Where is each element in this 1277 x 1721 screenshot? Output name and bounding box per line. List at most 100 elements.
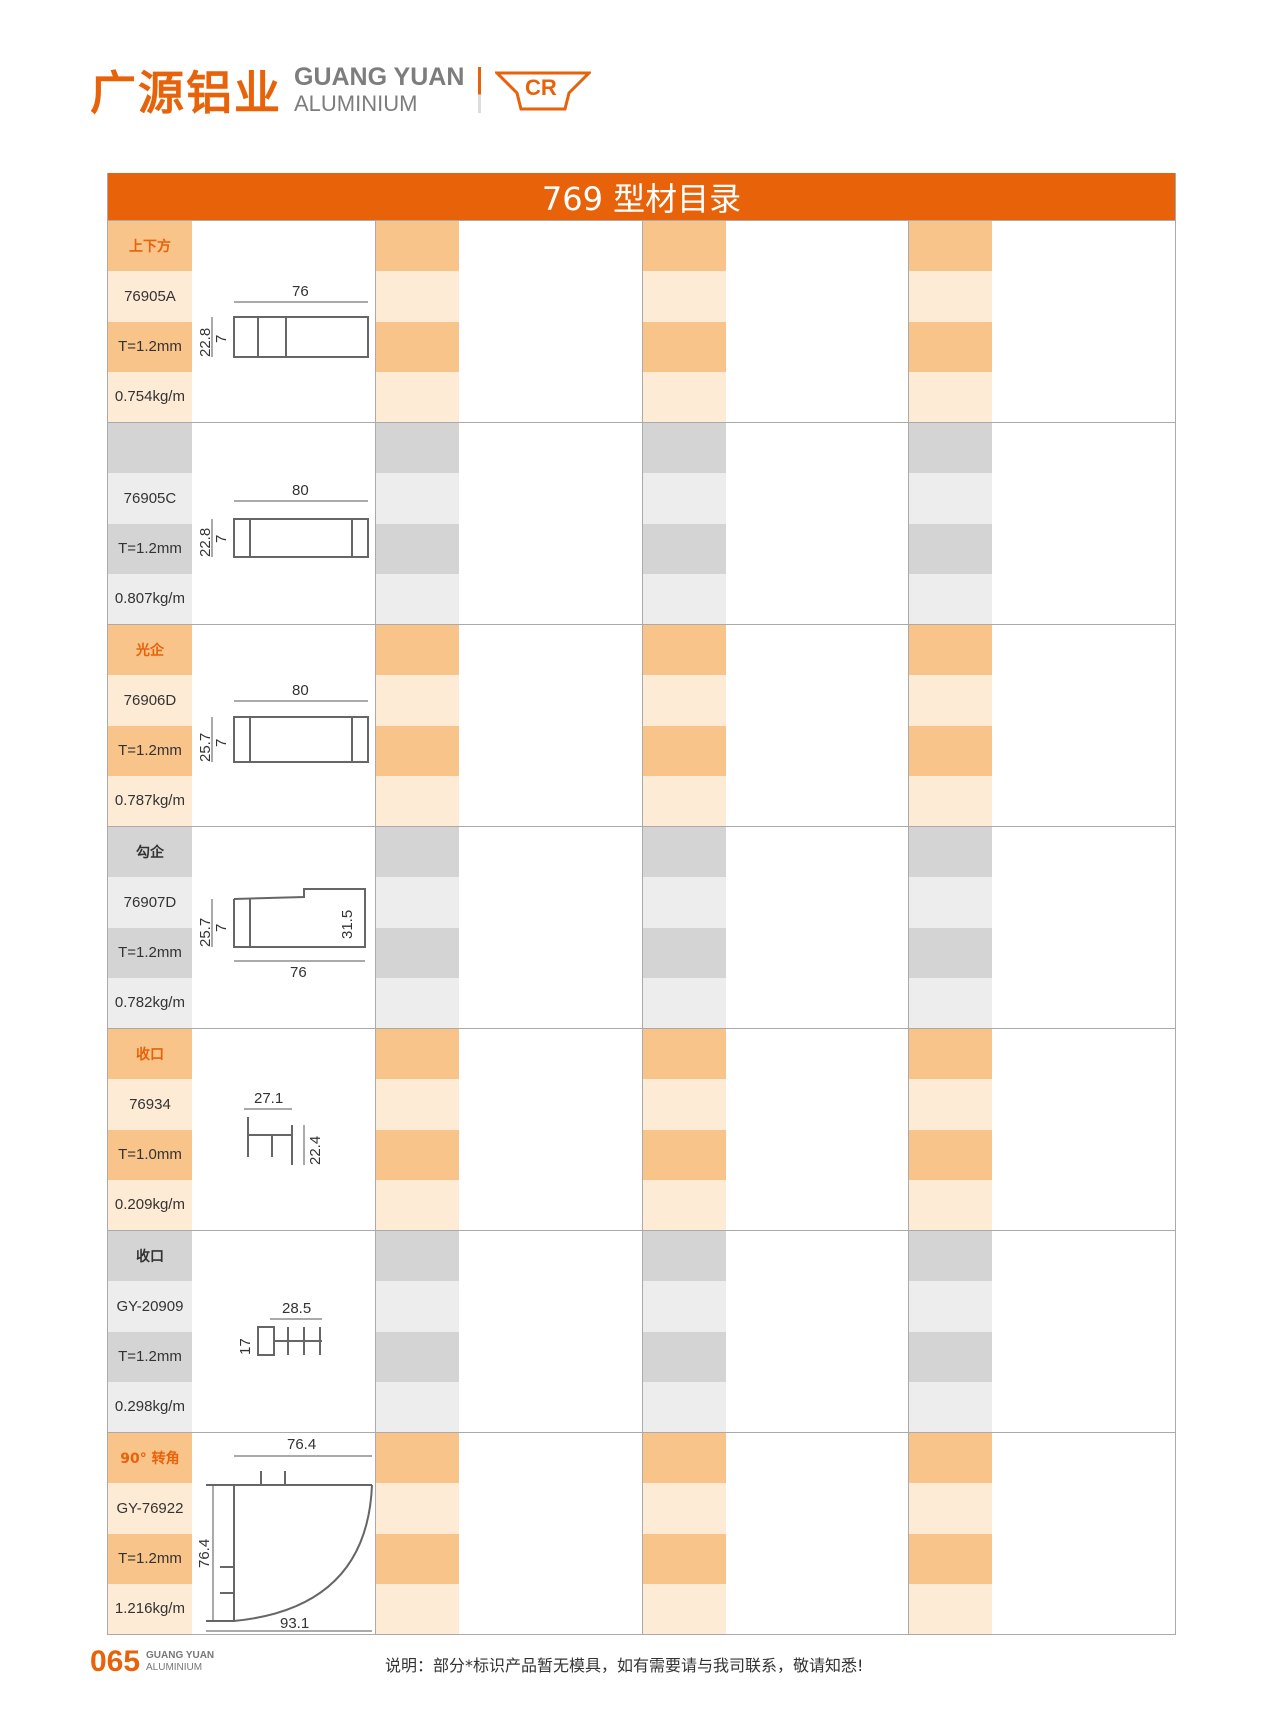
profile-info: 光企 76906D T=1.2mm 0.787kg/m xyxy=(108,625,192,826)
dim-width: 76 xyxy=(290,964,307,981)
empty-cell xyxy=(375,1433,643,1634)
dim-width: 80 xyxy=(292,482,309,499)
table-row: 光企 76906D T=1.2mm 0.787kg/m 80 25.7 7 xyxy=(108,624,1175,826)
profile-code: 76934 xyxy=(108,1079,192,1130)
profile-drawing: 76.4 76.4 93.1 xyxy=(192,1433,376,1634)
profile-name: 收口 xyxy=(108,1029,192,1080)
empty-cell xyxy=(909,1231,1175,1432)
profile-drawing: 80 22.8 7 xyxy=(192,423,376,624)
color-swatch-strip xyxy=(375,827,459,1028)
profile-name: 收口 xyxy=(108,1231,192,1282)
dim-slot: 7 xyxy=(213,924,230,932)
empty-cell xyxy=(642,1029,910,1230)
profile-thickness: T=1.2mm xyxy=(108,523,192,574)
profile-info: 76905C T=1.2mm 0.807kg/m xyxy=(108,423,192,624)
dim-slot: 7 xyxy=(213,335,230,343)
empty-cell xyxy=(909,827,1175,1028)
color-swatch-strip xyxy=(642,827,726,1028)
color-swatch-strip xyxy=(642,221,726,422)
logo-mark-text: CR xyxy=(525,75,557,100)
empty-cell xyxy=(375,221,643,422)
brand-logo: 广源铝业 GUANG YUAN ALUMINIUM CR xyxy=(90,63,592,120)
color-swatch-strip xyxy=(642,1231,726,1432)
dim-width: 76 xyxy=(292,283,309,300)
profile-section-diagram: 80 25.7 7 xyxy=(197,682,369,763)
profile-thickness: T=1.2mm xyxy=(108,1533,192,1584)
table-row: 勾企 76907D T=1.2mm 0.782kg/m 76 25.7 7 31… xyxy=(108,826,1175,1028)
color-swatch-strip xyxy=(909,221,993,422)
table-row: 76905C T=1.2mm 0.807kg/m 80 22.8 7 xyxy=(108,422,1175,624)
dim-height: 25.7 xyxy=(197,918,214,947)
color-swatch-strip xyxy=(375,423,459,624)
dim-slot: 7 xyxy=(213,739,230,747)
brand-subtitle: ALUMINIUM xyxy=(294,90,418,116)
profile-weight: 0.754kg/m xyxy=(108,371,192,422)
profile-weight: 0.787kg/m xyxy=(108,775,192,826)
profile-table: 769 型材目录 上下方 76905A T=1.2mm 0.754kg/m 76… xyxy=(107,173,1176,1635)
color-swatch-strip xyxy=(375,1433,459,1634)
table-row: 90° 转角 GY-76922 T=1.2mm 1.216kg/m 76.4 7… xyxy=(108,1432,1175,1634)
footer-brand: GUANG YUAN ALUMINIUM xyxy=(146,1650,214,1674)
color-swatch-strip xyxy=(375,221,459,422)
page-number: 065 xyxy=(90,1645,141,1678)
cr-logo-icon: CR xyxy=(495,71,592,111)
color-swatch-strip xyxy=(642,625,726,826)
color-swatch-strip xyxy=(909,1231,993,1432)
color-swatch-strip xyxy=(642,1029,726,1230)
dim-height: 17 xyxy=(237,1338,254,1355)
profile-info: 收口 76934 T=1.0mm 0.209kg/m xyxy=(108,1029,192,1230)
table-row: 收口 76934 T=1.0mm 0.209kg/m 27.1 22.4 xyxy=(108,1028,1175,1230)
color-swatch-strip xyxy=(909,423,993,624)
dim-height: 25.7 xyxy=(197,733,214,762)
empty-cell xyxy=(909,625,1175,826)
profile-drawing: 76 25.7 7 31.5 xyxy=(192,827,376,1028)
color-swatch-strip xyxy=(375,625,459,826)
profile-thickness: T=1.2mm xyxy=(108,725,192,776)
empty-cell xyxy=(909,1433,1175,1634)
empty-cell xyxy=(642,827,910,1028)
logo-divider xyxy=(478,67,482,113)
table-row: 上下方 76905A T=1.2mm 0.754kg/m 76 22.8 7 xyxy=(108,220,1175,422)
profile-thickness: T=1.2mm xyxy=(108,927,192,978)
empty-cell xyxy=(909,1029,1175,1230)
profile-drawing: 76 22.8 7 xyxy=(192,221,376,422)
profile-section-diagram: 76.4 76.4 93.1 xyxy=(196,1436,373,1632)
empty-cell xyxy=(642,625,910,826)
empty-cell xyxy=(642,1433,910,1634)
profile-section-diagram: 80 22.8 7 xyxy=(197,482,369,558)
profile-weight: 1.216kg/m xyxy=(108,1583,192,1634)
empty-cell xyxy=(642,1231,910,1432)
profile-drawing: 28.5 17 xyxy=(192,1231,376,1432)
profile-section-diagram: 76 25.7 7 31.5 xyxy=(197,888,366,981)
profile-section-diagram: 28.5 17 xyxy=(237,1300,322,1356)
profile-name: 上下方 xyxy=(108,221,192,272)
profile-weight: 0.782kg/m xyxy=(108,977,192,1028)
profile-info: 上下方 76905A T=1.2mm 0.754kg/m xyxy=(108,221,192,422)
profile-drawing: 27.1 22.4 xyxy=(192,1029,376,1230)
profile-weight: 0.298kg/m xyxy=(108,1381,192,1432)
color-swatch-strip xyxy=(375,1231,459,1432)
profile-info: 勾企 76907D T=1.2mm 0.782kg/m xyxy=(108,827,192,1028)
profile-info: 收口 GY-20909 T=1.2mm 0.298kg/m xyxy=(108,1231,192,1432)
profile-code: 76906D xyxy=(108,675,192,726)
profile-thickness: T=1.2mm xyxy=(108,1331,192,1382)
profile-name: 光企 xyxy=(108,625,192,676)
dim-height: 22.8 xyxy=(197,328,214,357)
profile-section-diagram: 27.1 22.4 xyxy=(243,1090,324,1165)
brand-name-en: GUANG YUAN xyxy=(294,63,465,92)
table-row: 收口 GY-20909 T=1.2mm 0.298kg/m 28.5 17 xyxy=(108,1230,1175,1432)
empty-cell xyxy=(375,1029,643,1230)
empty-cell xyxy=(642,221,910,422)
empty-cell xyxy=(375,1231,643,1432)
dim-height: 22.8 xyxy=(197,528,214,557)
dim-hook-height: 31.5 xyxy=(339,910,356,939)
color-swatch-strip xyxy=(375,1029,459,1230)
profile-code: GY-76922 xyxy=(108,1483,192,1534)
dim-diagonal: 93.1 xyxy=(280,1615,309,1632)
profile-code: 76905A xyxy=(108,271,192,322)
brand-name-cn: 广源铝业 xyxy=(90,66,282,120)
profile-section-diagram: 76 22.8 7 xyxy=(197,283,369,358)
profile-weight: 0.807kg/m xyxy=(108,573,192,624)
empty-cell xyxy=(375,827,643,1028)
